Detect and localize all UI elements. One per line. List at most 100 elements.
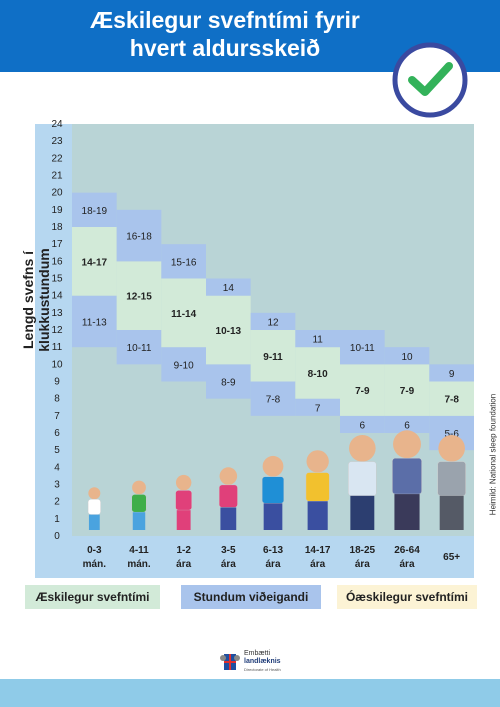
x-category-label: 0-3 [87,545,102,556]
band-low-label: 11-13 [82,317,107,328]
person-head [306,450,329,473]
x-category-label: ára [399,559,414,570]
band-recommended [384,364,430,416]
person-figure [348,435,377,530]
band-high [72,192,117,227]
person-torso [218,484,238,508]
person-torso [175,490,193,511]
person-figure [131,480,147,530]
band-low-label: 8-9 [221,378,236,389]
band-low [340,415,385,433]
band-high-label: 10 [401,352,413,363]
y-tick-label: 0 [54,531,60,542]
y-tick-label: 7 [54,411,60,422]
x-category-label: 4-11 [129,545,149,556]
y-tick-label: 13 [51,308,63,319]
band-high [295,330,340,348]
band-low-label: 7 [315,403,321,414]
x-label-strip [35,536,474,578]
band-recommended [206,295,251,365]
coat-of-arms-icon [220,654,240,670]
band-recommended-label: 11-14 [171,309,196,320]
y-tick-label: 5 [54,445,60,456]
band-high-label: 14 [223,283,235,294]
y-tick-label: 6 [54,428,60,439]
y-tick-label: 17 [51,239,63,250]
person-legs [220,507,237,530]
y-tick-label: 3 [54,480,60,491]
y-axis-label: Lengd svefns í klukkustundum [20,248,52,352]
band-recommended-label: 12-15 [126,292,152,303]
band-low-label: 9-10 [174,360,194,371]
x-category-label: 18-25 [350,545,376,556]
band-recommended [340,364,385,416]
clock-check-icon [392,42,468,118]
y-tick-label: 4 [54,462,60,473]
y-tick-label: 14 [51,291,63,302]
person-legs [350,495,375,530]
source-credit: Heimild: National sleep foundation [488,393,498,516]
person-figure [261,455,285,530]
band-recommended [429,381,474,416]
band-high-label: 16-18 [126,232,152,243]
y-tick-label: 1 [54,514,60,525]
band-recommended [72,227,117,296]
band-low [250,381,296,416]
person-legs [88,514,100,530]
person-legs [394,494,420,530]
y-tick-label: 23 [51,136,63,147]
x-category-label: 1-2 [176,545,191,556]
band-recommended-label: 14-17 [82,257,108,268]
legend-recommended: Æskilegur svefntími [25,585,160,609]
x-category-label: mán. [127,559,151,570]
band-high-label: 10-11 [350,343,375,354]
band-high-label: 18-19 [82,206,108,217]
person-head [88,487,101,500]
y-tick-label: 16 [51,256,63,267]
person-head [438,435,465,462]
y-tick-label: 10 [51,359,63,370]
person-head [393,430,421,459]
x-category-label: ára [310,559,325,570]
band-high-label: 9 [449,369,455,380]
person-head [219,467,238,485]
band-high-label: 11 [312,335,323,346]
legend-may-be-appropriate: Stundum viðeigandi [181,585,321,609]
band-recommended-label: 9-11 [263,352,283,363]
y-tick-label: 15 [51,274,63,285]
person-figure [175,474,193,530]
band-recommended-label: 7-8 [444,395,459,406]
band-recommended [116,261,162,330]
band-low [72,295,117,348]
logo-line1: Embætti [244,650,271,657]
person-head [132,480,146,495]
band-low [384,415,430,433]
band-low [206,364,251,399]
x-category-label: 14-17 [305,545,331,556]
footer-band [0,679,500,707]
band-recommended [295,347,340,399]
band-high [161,244,206,279]
legend-not-recommended: Óæskilegur svefntími [337,585,477,609]
y-tick-label: 2 [54,497,60,508]
person-legs [307,501,328,530]
person-torso [392,457,422,495]
y-tick-label: 8 [54,394,60,405]
person-legs [176,510,191,530]
person-head [262,455,284,477]
person-figure [87,487,101,530]
y-tick-label: 22 [51,153,63,164]
band-recommended [250,330,296,382]
y-tick-label: 12 [51,325,63,336]
person-torso [348,461,377,497]
band-recommended [161,278,206,348]
band-low [161,347,206,382]
person-torso [305,472,330,502]
band-recommended-label: 7-9 [355,386,370,397]
x-category-label: ára [176,559,191,570]
person-figure [218,467,238,530]
band-low-label: 6 [404,420,410,431]
band-low-label: 5-6 [444,429,459,440]
page-title: Æskilegur svefntími fyrir hvert aldurssk… [90,7,360,61]
